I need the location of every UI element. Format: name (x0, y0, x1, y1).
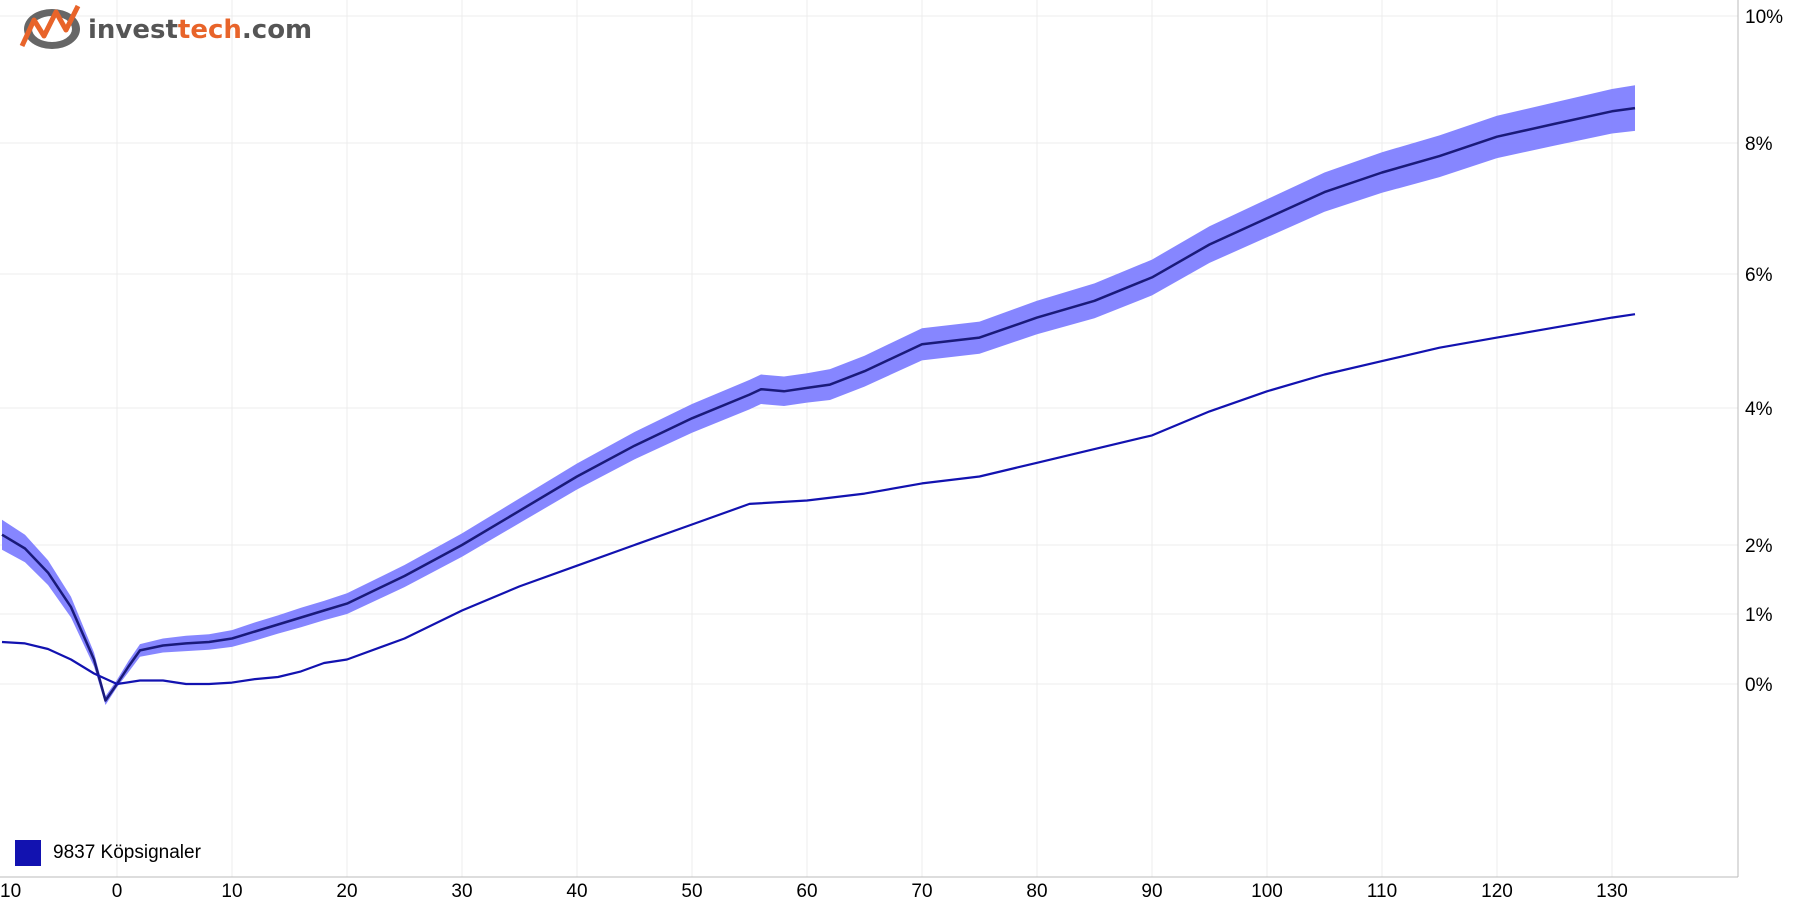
logo-text-tech: tech (178, 15, 242, 45)
x-tick-label: 60 (796, 881, 817, 900)
logo-text-invest: invest (88, 15, 178, 45)
legend-swatch (15, 840, 41, 866)
x-tick-label: 10 (0, 881, 21, 900)
y-tick-label: 8% (1745, 134, 1773, 155)
x-tick-label: 100 (1251, 881, 1283, 900)
investtech-logo-icon (19, 4, 81, 49)
confidence-band (2, 85, 1635, 705)
x-tick-label: 90 (1141, 881, 1162, 900)
series-layer (1, 85, 1636, 705)
y-tick-label: 6% (1745, 265, 1773, 286)
x-tick-label: 20 (336, 881, 357, 900)
x-tick-labels: 10 0 10 20 30 40 50 60 70 80 90 100 110 120 130 (0, 881, 1628, 900)
x-tick-label: 70 (911, 881, 932, 900)
legend: 9837 Köpsignaler (15, 840, 202, 866)
y-tick-label: 1% (1745, 605, 1773, 626)
x-tick-label: 110 (1367, 881, 1397, 900)
x-tick-label: 120 (1481, 881, 1513, 900)
x-tick-label: 10 (221, 881, 242, 900)
series-line-signals (1, 106, 1636, 702)
x-tick-label: 80 (1026, 881, 1047, 900)
x-tick-label: 40 (566, 881, 587, 900)
y-tick-label: 2% (1745, 536, 1773, 557)
logo: investtech.com (19, 4, 312, 49)
logo-text-com: .com (242, 15, 312, 45)
x-tick-label: 30 (451, 881, 472, 900)
y-tick-label: 0% (1745, 675, 1773, 696)
x-tick-label: 50 (681, 881, 702, 900)
x-tick-label: 0 (112, 881, 123, 900)
legend-label: 9837 Köpsignaler (53, 842, 202, 863)
y-tick-label: 10% (1745, 7, 1783, 28)
series-line-benchmark (1, 313, 1636, 686)
y-tick-labels: 0% 1% 2% 4% 6% 8% 10% (1745, 7, 1783, 696)
x-tick-label: 130 (1596, 881, 1628, 900)
y-tick-label: 4% (1745, 399, 1773, 420)
logo-text: investtech.com (88, 15, 312, 45)
